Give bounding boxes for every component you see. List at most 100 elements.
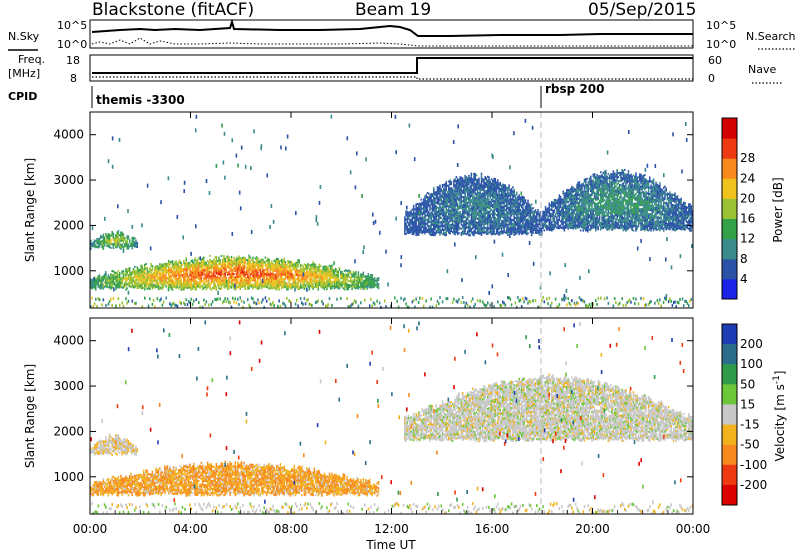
power-cell [412, 210, 415, 213]
power-cell [438, 215, 440, 218]
power-cell [101, 278, 103, 281]
power-cell [318, 281, 321, 284]
power-cell [93, 239, 96, 242]
power-cell [461, 185, 464, 188]
power-cell [126, 268, 128, 271]
power-cell [326, 274, 328, 277]
power-cell [331, 276, 333, 279]
power-cell [345, 273, 347, 276]
power-cell [93, 245, 96, 248]
power-cell [154, 270, 156, 273]
power-cell [414, 214, 416, 217]
power-cell [313, 267, 316, 270]
power-cell [419, 220, 421, 223]
power-cell [417, 233, 420, 236]
power-cell [478, 177, 480, 180]
power-cell [360, 277, 362, 280]
power-cell [229, 285, 231, 288]
power-cell [116, 243, 118, 246]
power-cell [505, 209, 508, 212]
power-cell [201, 280, 204, 283]
power-cell [404, 222, 406, 225]
power-cell [225, 270, 228, 273]
power-cell [484, 198, 487, 201]
power-cell [483, 203, 485, 206]
power-cell [269, 264, 272, 267]
power-cell [465, 180, 468, 183]
power-cell [363, 287, 366, 290]
power-cell [283, 284, 286, 287]
power-cell [273, 276, 275, 279]
power-cell [376, 283, 378, 286]
power-cell [209, 271, 211, 274]
power-cell [117, 238, 120, 241]
power-cell [107, 237, 110, 240]
power-cell [328, 275, 331, 278]
power-cell [376, 279, 378, 282]
power-cell [463, 196, 465, 199]
power-cell [474, 230, 476, 233]
power-cell [373, 281, 376, 284]
power-cell [422, 220, 425, 223]
power-cell [469, 226, 471, 229]
power-cell [234, 269, 237, 272]
power-cell [321, 284, 323, 287]
power-cell [213, 279, 215, 282]
power-cell [463, 212, 465, 215]
power-cell [412, 227, 415, 230]
power-cell [242, 281, 244, 284]
power-cell [112, 276, 115, 279]
power-cell [175, 266, 177, 269]
power-cell [141, 281, 144, 284]
power-cell [215, 280, 218, 283]
power-cell [265, 259, 268, 262]
power-cell [240, 259, 243, 262]
power-cell [156, 277, 159, 280]
power-cell [223, 261, 225, 264]
power-cell [215, 266, 218, 269]
power-cell [306, 268, 308, 271]
power-cell [111, 278, 113, 281]
power-cell [490, 219, 493, 222]
power-cell [223, 273, 225, 276]
power-cell [351, 275, 353, 278]
power-cell [195, 282, 198, 285]
power-cell [484, 194, 487, 197]
power-cell [358, 280, 361, 283]
power-cell [436, 190, 439, 193]
power-cell [244, 257, 247, 260]
power-cell [336, 269, 338, 272]
power-cell [470, 221, 473, 224]
power-cell [170, 287, 172, 290]
power-cell [244, 277, 247, 280]
power-cell [370, 276, 372, 279]
power-cell [466, 203, 469, 206]
power-cell [319, 271, 322, 274]
power-cell [451, 190, 454, 193]
power-cell [177, 271, 180, 274]
power-cell [434, 234, 436, 237]
power-cell [185, 273, 188, 276]
power-cell [433, 209, 435, 212]
power-cell [448, 188, 450, 191]
power-cell [443, 184, 445, 187]
power-cell [188, 266, 190, 269]
power-cell [142, 272, 145, 275]
power-cell [131, 271, 134, 274]
power-cell [190, 266, 193, 269]
power-cell [262, 269, 264, 272]
power-cell [223, 283, 225, 286]
power-cell [139, 279, 141, 282]
power-cell [220, 281, 223, 284]
power-cell [445, 207, 448, 210]
power-cell [444, 197, 446, 200]
power-cell [243, 273, 245, 276]
power-cell [444, 185, 446, 188]
power-cell [125, 284, 127, 287]
power-cell [431, 201, 434, 204]
power-cell [232, 281, 234, 284]
power-cell [205, 273, 208, 276]
power-cell [417, 221, 420, 224]
